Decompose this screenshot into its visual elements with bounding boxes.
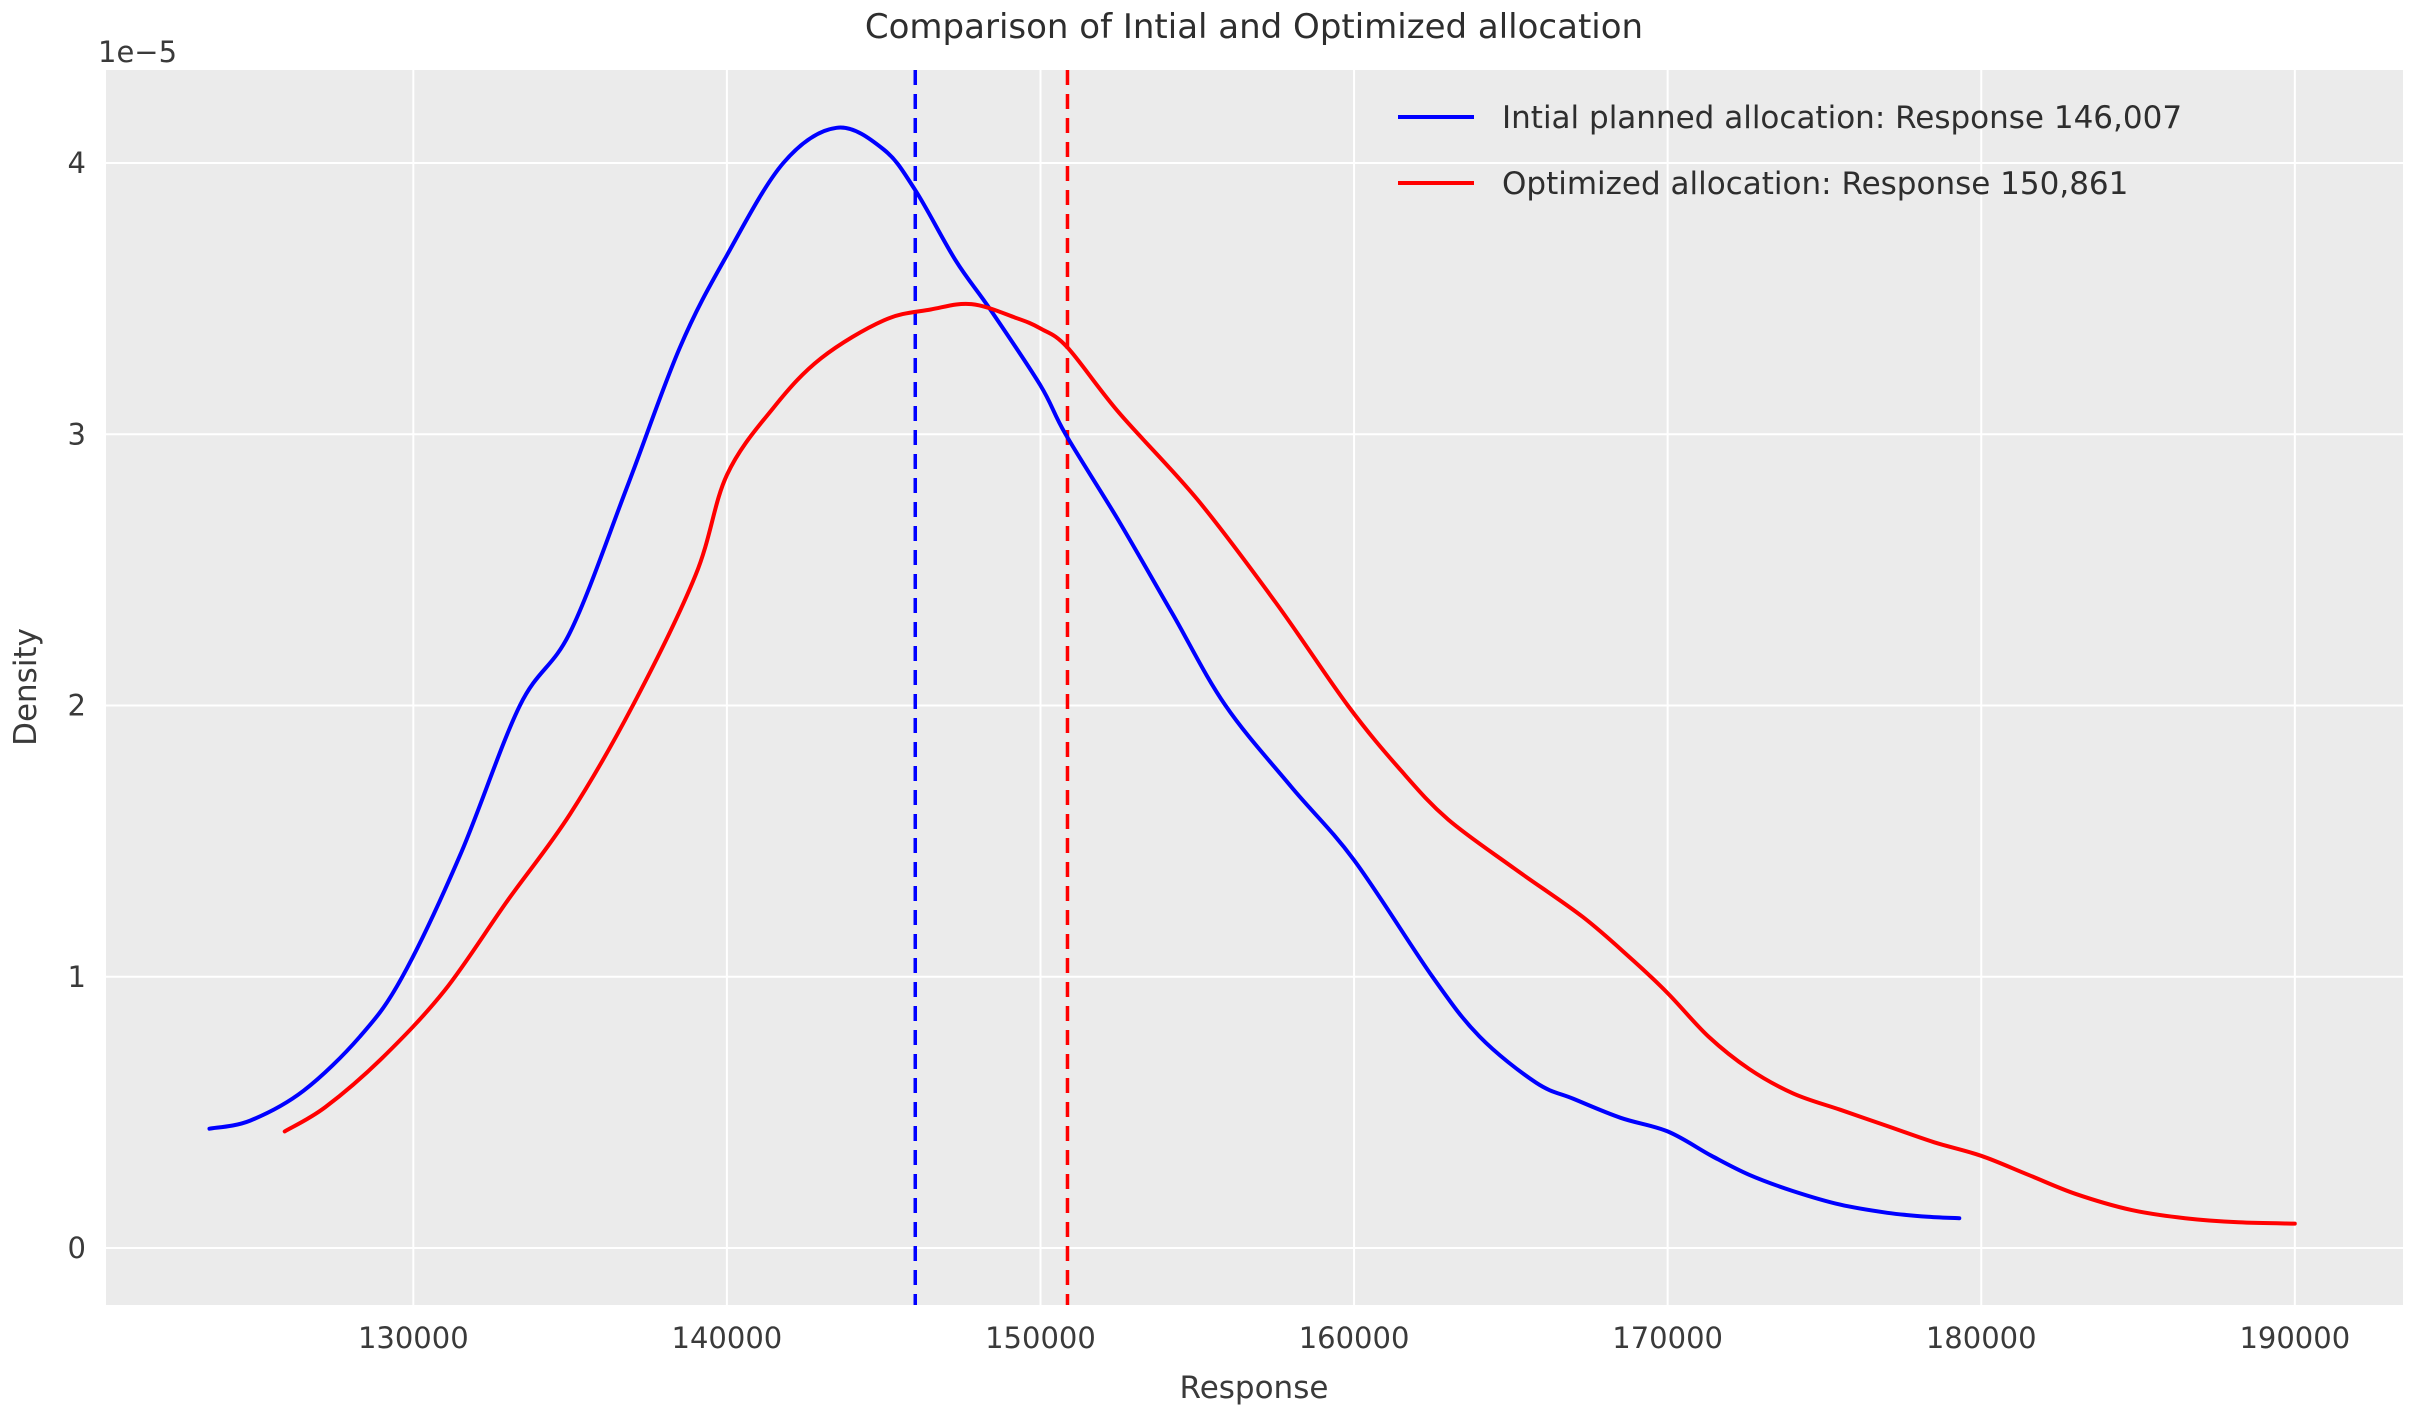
chart-title: Comparison of Intial and Optimized alloc… — [865, 7, 1643, 47]
kde-curve-optimized — [282, 301, 2297, 1226]
legend: Intial planned allocation: Response 146,… — [1398, 100, 2182, 202]
mean-lines — [913, 70, 1070, 1305]
y-axis-offset-label: 1e−5 — [98, 35, 177, 69]
x-axis-tick-labels: 130000 140000 150000 160000 170000 180000 1900… — [358, 1321, 2350, 1355]
y-axis-tick-labels: 0 1 2 3 4 — [68, 146, 86, 1265]
y-tick-label: 2 — [68, 689, 86, 723]
x-tick-label: 180000 — [1926, 1321, 2037, 1355]
plot-panel — [106, 70, 2403, 1305]
x-tick-label: 150000 — [985, 1321, 1096, 1355]
legend-label-optimized: Optimized allocation: Response 150,861 — [1502, 166, 2128, 202]
x-tick-label: 190000 — [2239, 1321, 2350, 1355]
x-tick-label: 130000 — [358, 1321, 469, 1355]
kde-curve-initial — [207, 125, 1962, 1221]
x-tick-label: 140000 — [672, 1321, 783, 1355]
kde-curves — [207, 125, 2297, 1226]
x-tick-label: 170000 — [1612, 1321, 1723, 1355]
y-tick-label: 0 — [68, 1231, 86, 1265]
y-tick-label: 1 — [68, 960, 86, 994]
grid-lines — [106, 70, 2403, 1305]
x-tick-label: 160000 — [1299, 1321, 1410, 1355]
y-tick-label: 4 — [68, 146, 86, 180]
y-axis-label: Density — [8, 628, 44, 746]
legend-label-initial: Intial planned allocation: Response 146,… — [1502, 100, 2182, 136]
y-tick-label: 3 — [68, 417, 86, 451]
x-axis-label: Response — [1180, 1370, 1329, 1406]
